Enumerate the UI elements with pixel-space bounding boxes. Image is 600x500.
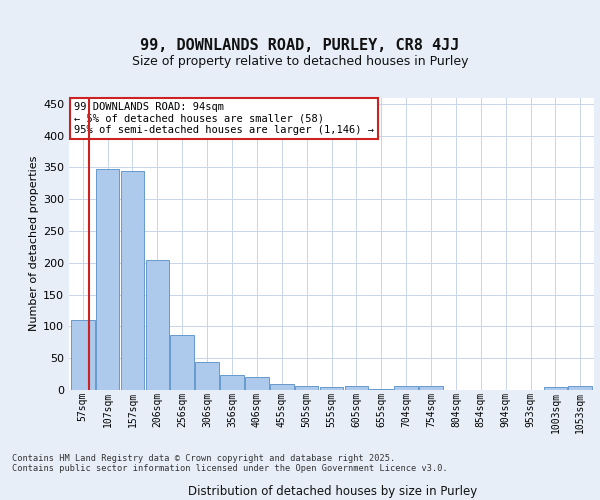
Bar [146,260,169,390]
Bar [344,386,368,390]
Text: Distribution of detached houses by size in Purley: Distribution of detached houses by size … [188,484,478,498]
Text: 99, DOWNLANDS ROAD, PURLEY, CR8 4JJ: 99, DOWNLANDS ROAD, PURLEY, CR8 4JJ [140,38,460,52]
Bar [419,386,443,390]
Text: Size of property relative to detached houses in Purley: Size of property relative to detached ho… [132,54,468,68]
Bar [220,374,244,390]
Bar [394,386,418,390]
Bar [195,362,219,390]
Bar [568,386,592,390]
Bar [295,386,319,390]
Bar [96,170,119,390]
Text: Contains HM Land Registry data © Crown copyright and database right 2025.
Contai: Contains HM Land Registry data © Crown c… [12,454,448,473]
Bar [370,388,393,390]
Bar [121,172,144,390]
Bar [270,384,293,390]
Bar [544,387,567,390]
Bar [71,320,95,390]
Y-axis label: Number of detached properties: Number of detached properties [29,156,39,332]
Text: 99 DOWNLANDS ROAD: 94sqm
← 5% of detached houses are smaller (58)
95% of semi-de: 99 DOWNLANDS ROAD: 94sqm ← 5% of detache… [74,102,374,135]
Bar [245,378,269,390]
Bar [170,336,194,390]
Bar [320,388,343,390]
